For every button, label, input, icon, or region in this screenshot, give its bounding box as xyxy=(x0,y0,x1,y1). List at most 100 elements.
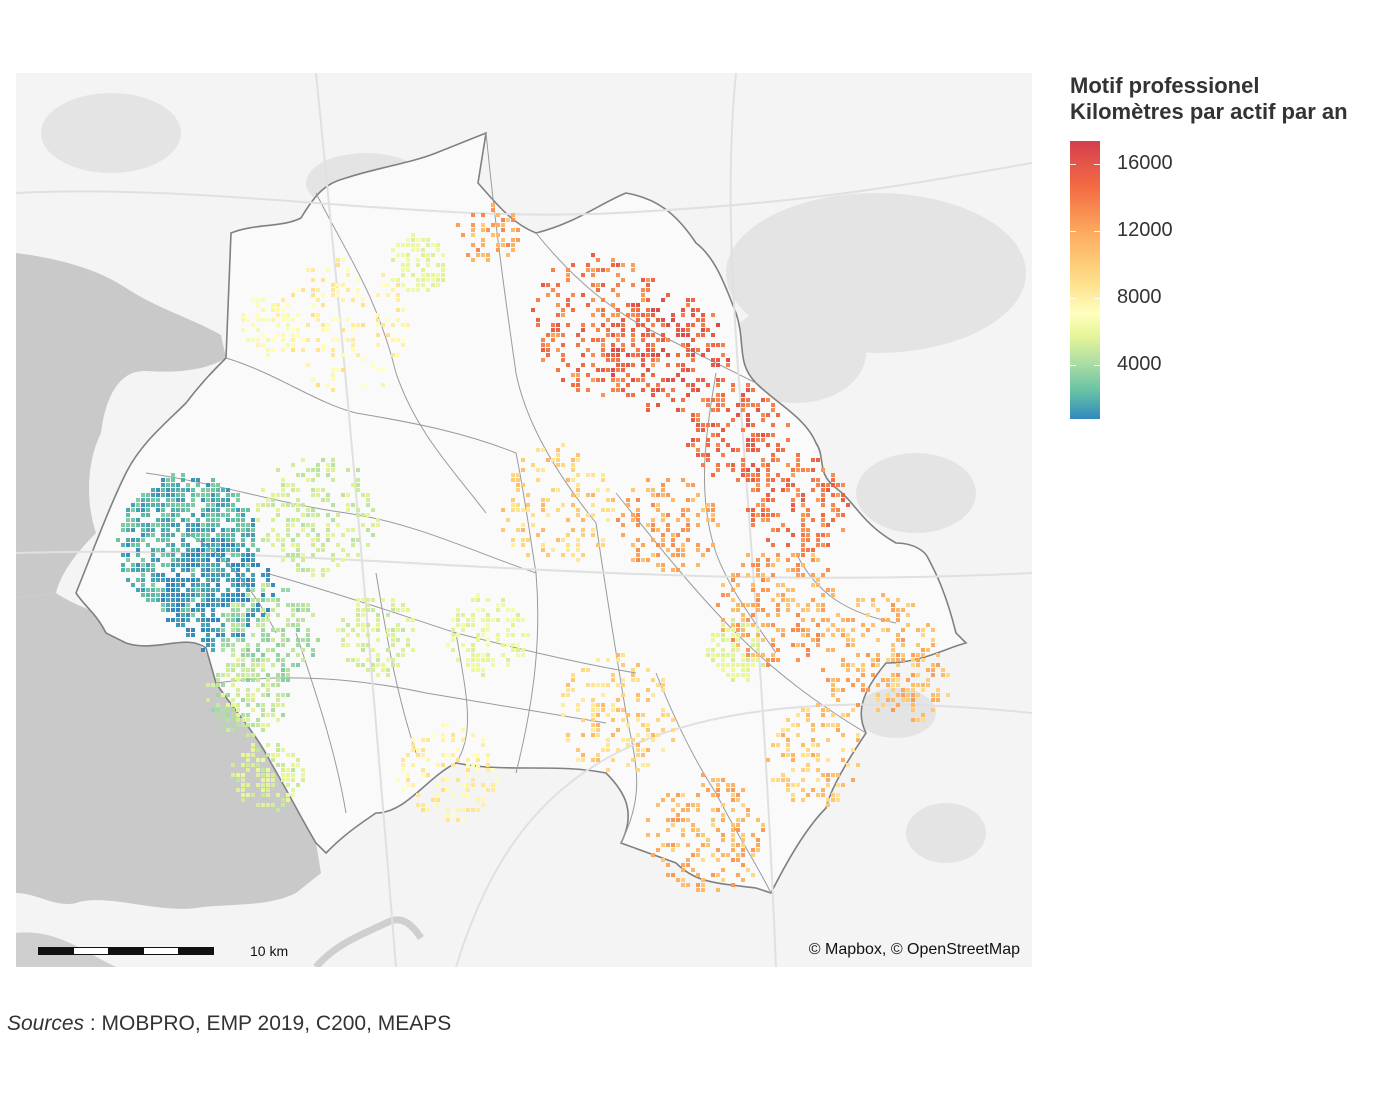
density-cell xyxy=(206,618,210,622)
density-cell xyxy=(766,478,770,482)
density-cell xyxy=(331,478,335,482)
density-cell xyxy=(931,693,935,697)
density-cell xyxy=(436,243,440,247)
density-cell xyxy=(161,573,165,577)
density-cell xyxy=(261,803,265,807)
density-cell xyxy=(796,573,800,577)
density-cell xyxy=(211,553,215,557)
density-cell xyxy=(316,463,320,467)
density-cell xyxy=(681,508,685,512)
map-panel[interactable]: 10 km © Mapbox, © OpenStreetMap xyxy=(16,73,1032,967)
density-cell xyxy=(241,668,245,672)
density-cell xyxy=(681,343,685,347)
density-cell xyxy=(466,808,470,812)
density-cell xyxy=(801,523,805,527)
density-cell xyxy=(326,268,330,272)
density-cell xyxy=(671,543,675,547)
density-cell xyxy=(276,808,280,812)
density-cell xyxy=(681,513,685,517)
legend-tick-label: 8000 xyxy=(1117,286,1162,309)
density-cell xyxy=(511,648,515,652)
density-cell xyxy=(696,418,700,422)
density-cell xyxy=(706,508,710,512)
density-cell xyxy=(521,508,525,512)
density-cell xyxy=(161,478,165,482)
density-cell xyxy=(591,708,595,712)
density-cell xyxy=(511,498,515,502)
density-cell xyxy=(796,623,800,627)
density-cell xyxy=(691,358,695,362)
density-cell xyxy=(926,683,930,687)
density-cell xyxy=(556,333,560,337)
density-cell xyxy=(391,323,395,327)
density-cell xyxy=(246,608,250,612)
density-cell xyxy=(636,693,640,697)
density-cell xyxy=(256,303,260,307)
density-cell xyxy=(726,408,730,412)
density-cell xyxy=(801,768,805,772)
density-cell xyxy=(626,393,630,397)
density-cell xyxy=(256,803,260,807)
density-cell xyxy=(226,498,230,502)
density-cell xyxy=(566,548,570,552)
density-cell xyxy=(641,378,645,382)
density-cell xyxy=(691,383,695,387)
density-cell xyxy=(251,298,255,302)
density-cell xyxy=(751,563,755,567)
density-cell xyxy=(781,753,785,757)
density-cell xyxy=(451,648,455,652)
density-cell xyxy=(816,608,820,612)
density-cell xyxy=(276,698,280,702)
density-cell xyxy=(841,663,845,667)
density-cell xyxy=(266,568,270,572)
density-cell xyxy=(926,668,930,672)
density-cell xyxy=(401,263,405,267)
density-cell xyxy=(441,723,445,727)
density-cell xyxy=(666,293,670,297)
density-cell xyxy=(501,603,505,607)
density-cell xyxy=(236,613,240,617)
density-cell xyxy=(281,668,285,672)
density-cell xyxy=(281,778,285,782)
density-cell xyxy=(826,618,830,622)
density-cell xyxy=(406,643,410,647)
density-cell xyxy=(661,568,665,572)
density-cell xyxy=(256,548,260,552)
density-cell xyxy=(751,603,755,607)
density-cell xyxy=(651,853,655,857)
density-cell xyxy=(266,533,270,537)
density-cell xyxy=(731,418,735,422)
map-attribution[interactable]: © Mapbox, © OpenStreetMap xyxy=(808,941,1020,958)
density-cell xyxy=(266,578,270,582)
density-cell xyxy=(411,738,415,742)
density-cell xyxy=(771,743,775,747)
density-cell xyxy=(761,508,765,512)
density-cell xyxy=(401,628,405,632)
density-cell xyxy=(236,663,240,667)
density-cell xyxy=(401,768,405,772)
density-cell xyxy=(876,653,880,657)
density-cell xyxy=(726,628,730,632)
density-cell xyxy=(661,563,665,567)
density-cell xyxy=(801,513,805,517)
density-cell xyxy=(391,658,395,662)
density-cell xyxy=(616,353,620,357)
density-cell xyxy=(261,593,265,597)
density-cell xyxy=(206,538,210,542)
density-cell xyxy=(626,383,630,387)
density-cell xyxy=(256,643,260,647)
density-cell xyxy=(326,523,330,527)
density-cell xyxy=(461,233,465,237)
density-cell xyxy=(671,823,675,827)
density-cell xyxy=(821,603,825,607)
density-cell xyxy=(886,693,890,697)
density-cell xyxy=(166,583,170,587)
density-cell xyxy=(331,553,335,557)
density-cell xyxy=(271,503,275,507)
density-cell xyxy=(696,513,700,517)
density-cell xyxy=(841,688,845,692)
density-cell xyxy=(181,593,185,597)
density-cell xyxy=(681,793,685,797)
density-cell xyxy=(841,748,845,752)
density-cell xyxy=(716,848,720,852)
